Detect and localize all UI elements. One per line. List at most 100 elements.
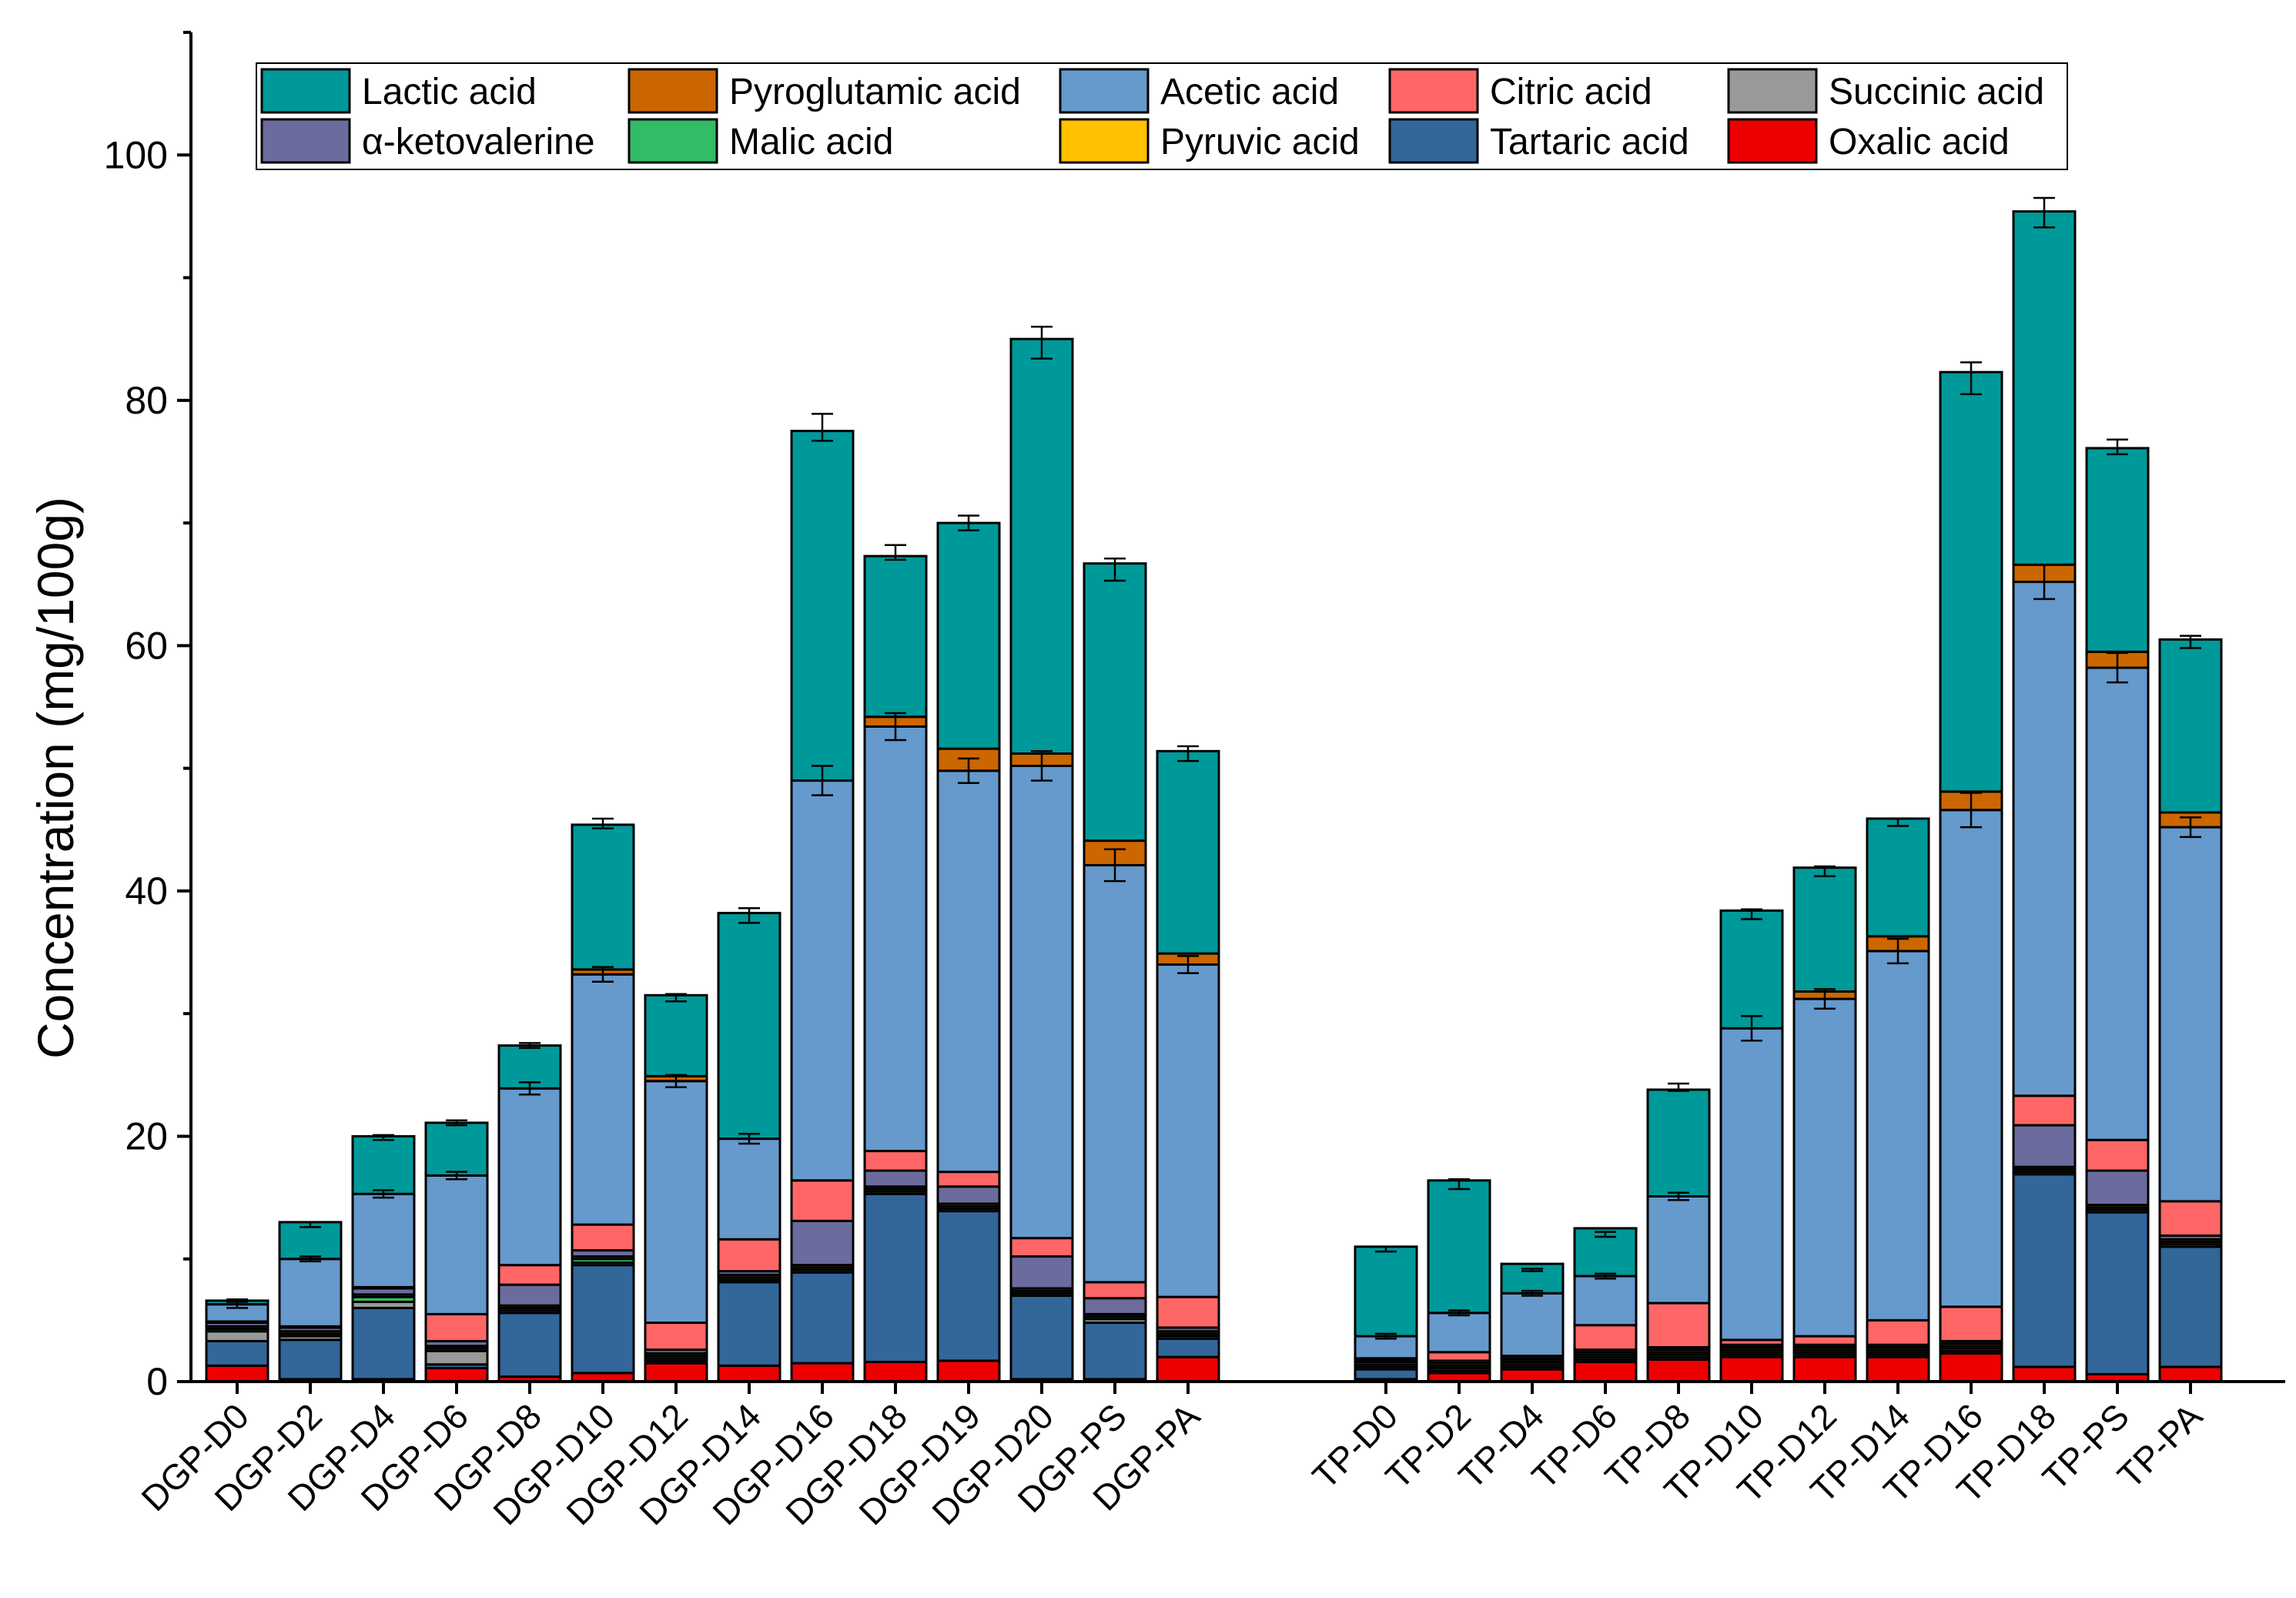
bar-segment xyxy=(1427,1179,1491,1315)
bar-segment xyxy=(571,823,635,971)
bar-segment xyxy=(1792,866,1857,993)
bar-segment xyxy=(1354,1368,1418,1381)
legend-swatch xyxy=(1388,68,1479,114)
bar-segment xyxy=(351,1134,416,1195)
bar-segment xyxy=(1009,1237,1074,1258)
bar-segment xyxy=(497,1312,562,1379)
bar-segment xyxy=(936,1359,1001,1383)
bar-segment xyxy=(2085,666,2150,1141)
bar-segment xyxy=(2085,1169,2150,1207)
bar-segment xyxy=(2012,1173,2077,1369)
bar-segment xyxy=(790,1271,855,1365)
bar-segment xyxy=(936,521,1001,750)
y-axis-title: Concentration (mg/100g) xyxy=(27,497,84,1059)
legend-swatch xyxy=(1059,68,1150,114)
legend-label: Tartaric acid xyxy=(1490,122,1689,162)
legend-label: Acetic acid xyxy=(1160,72,1339,112)
bar-segment xyxy=(1792,1355,1857,1383)
bar-segment xyxy=(351,1306,416,1381)
bar-segment xyxy=(1939,1305,2003,1342)
bar-segment xyxy=(1939,1352,2003,1383)
bar-segment xyxy=(2012,1365,2077,1383)
bar-segment xyxy=(2085,447,2150,653)
bar-segment xyxy=(644,1322,708,1352)
y-tick-label: 80 xyxy=(125,379,168,422)
bar-segment xyxy=(278,1258,343,1328)
bar-segment xyxy=(2012,581,2077,1097)
legend-swatch xyxy=(1059,118,1150,164)
bar-segment xyxy=(424,1121,489,1177)
bar-segment xyxy=(717,1137,782,1241)
bar-segment xyxy=(644,1362,708,1383)
bar-segment xyxy=(1156,749,1220,955)
legend-label: Malic acid xyxy=(729,122,893,162)
error-bars-layer xyxy=(226,196,2201,1340)
bar-segment xyxy=(790,1219,855,1267)
legend-label: Pyruvic acid xyxy=(1160,122,1360,162)
bar-segment xyxy=(1083,863,1147,1284)
bar-segment xyxy=(2012,1124,2077,1168)
bar-segment xyxy=(1083,1281,1147,1300)
bar-segment xyxy=(1866,1318,1930,1346)
bar-segment xyxy=(424,1312,489,1342)
legend-label: Lactic acid xyxy=(362,72,537,112)
bar-segment xyxy=(424,1349,489,1366)
bar-segment xyxy=(863,1192,928,1364)
bar-segment xyxy=(1009,337,1074,755)
bar-segment xyxy=(1500,1368,1565,1383)
bar-segment xyxy=(1009,1295,1074,1381)
legend-swatch xyxy=(1388,118,1479,164)
bar-segment xyxy=(205,1364,269,1383)
y-tick-label: 60 xyxy=(125,624,168,667)
bar-segment xyxy=(644,993,708,1077)
bar-segment xyxy=(863,1150,928,1172)
bar-segment xyxy=(2012,1094,2077,1127)
bar-segment xyxy=(1646,1358,1711,1383)
bar-segment xyxy=(863,1169,928,1188)
bar-segment xyxy=(790,779,855,1182)
legend-swatch xyxy=(1727,118,1818,164)
bar-segment xyxy=(1719,1027,1784,1342)
legend-label: Oxalic acid xyxy=(1829,122,2010,162)
bar-segment xyxy=(936,1210,1001,1362)
bar-segment xyxy=(2158,826,2223,1203)
bar-segment xyxy=(936,1185,1001,1205)
bar-segment xyxy=(2158,1200,2223,1237)
bar-segment xyxy=(424,1366,489,1383)
bar-segment xyxy=(1646,1088,1711,1198)
legend-swatch xyxy=(1727,68,1818,114)
bar-segment xyxy=(1427,1351,1491,1362)
bar-segment xyxy=(790,1362,855,1383)
x-tick-label: TP-PA xyxy=(2110,1395,2210,1496)
bar-segment xyxy=(936,769,1001,1174)
legend-swatch xyxy=(628,118,718,164)
bar-segment xyxy=(1719,909,1784,1030)
legend: Lactic acid Pyroglutamic acid Acetic acid C… xyxy=(256,62,2068,170)
bar-segment xyxy=(790,430,855,782)
legend-swatch xyxy=(260,68,351,114)
bar-segment xyxy=(1792,1335,1857,1346)
legend-label: Succinic acid xyxy=(1829,72,2044,112)
bar-segment xyxy=(644,1080,708,1325)
bar-segment xyxy=(2158,638,2223,814)
bar-segment xyxy=(1009,764,1074,1240)
bar-segment xyxy=(2085,1211,2150,1375)
bar-segment xyxy=(1427,1312,1491,1354)
bar-segment xyxy=(2085,1138,2150,1172)
bar-segment xyxy=(1573,1361,1638,1383)
bar-segment xyxy=(1573,1275,1638,1327)
bar-segment xyxy=(1866,817,1930,938)
bar-segment xyxy=(717,1238,782,1273)
bar-segment xyxy=(2012,210,2077,566)
bar-segment xyxy=(1792,997,1857,1338)
bar-segment xyxy=(863,725,928,1153)
bar-segment xyxy=(1156,1337,1220,1358)
y-tick-label: 100 xyxy=(104,133,168,176)
bar-segment xyxy=(278,1221,343,1261)
bar-segment xyxy=(1083,1322,1147,1381)
bar-segment xyxy=(205,1330,269,1342)
bar-segment xyxy=(1866,950,1930,1322)
bar-segment xyxy=(1354,1245,1418,1338)
y-tick-label: 40 xyxy=(125,869,168,913)
